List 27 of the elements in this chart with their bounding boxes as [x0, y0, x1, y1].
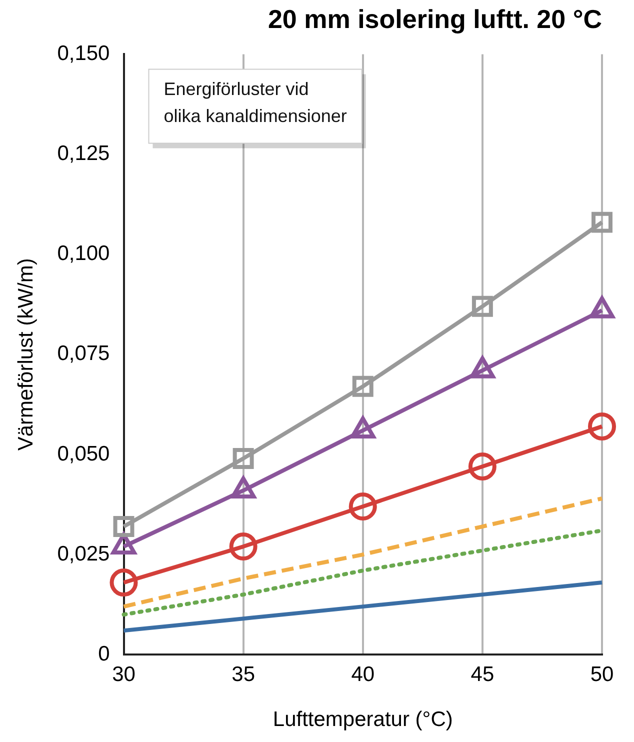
point	[592, 212, 612, 233]
annotation: Energiförluster vid olika kanaldimensioner	[164, 79, 347, 126]
y-tick-label: 0,075	[57, 342, 110, 366]
chart-title: 20 mm isolering luftt. 20 °C	[268, 4, 602, 34]
point	[229, 532, 258, 561]
y-tick-label: 0,100	[57, 242, 110, 266]
x-axis-title: Lufttemperatur (°C)	[272, 708, 453, 732]
x-tick-label: 35	[232, 662, 255, 686]
point	[352, 376, 374, 397]
x-tick-label: 30	[112, 662, 136, 686]
y-tick-label: 0,050	[57, 442, 110, 466]
x-tick-label: 50	[590, 662, 614, 686]
point	[588, 412, 616, 440]
y-axis-title: Värmeförlust (kW/m)	[14, 258, 38, 451]
y-tick-label: 0,125	[57, 142, 110, 166]
x-tick-label: 45	[470, 662, 494, 686]
y-tick-label: 0,025	[57, 542, 110, 566]
point	[472, 296, 493, 317]
x-tick-label: 40	[351, 662, 375, 686]
y-tick-label: 0	[98, 642, 110, 666]
point	[232, 448, 254, 469]
point	[110, 568, 138, 597]
y-tick-label: 0,150	[57, 42, 110, 65]
point	[113, 516, 134, 537]
point	[348, 492, 377, 520]
line-series	[122, 496, 604, 609]
point	[468, 452, 496, 480]
